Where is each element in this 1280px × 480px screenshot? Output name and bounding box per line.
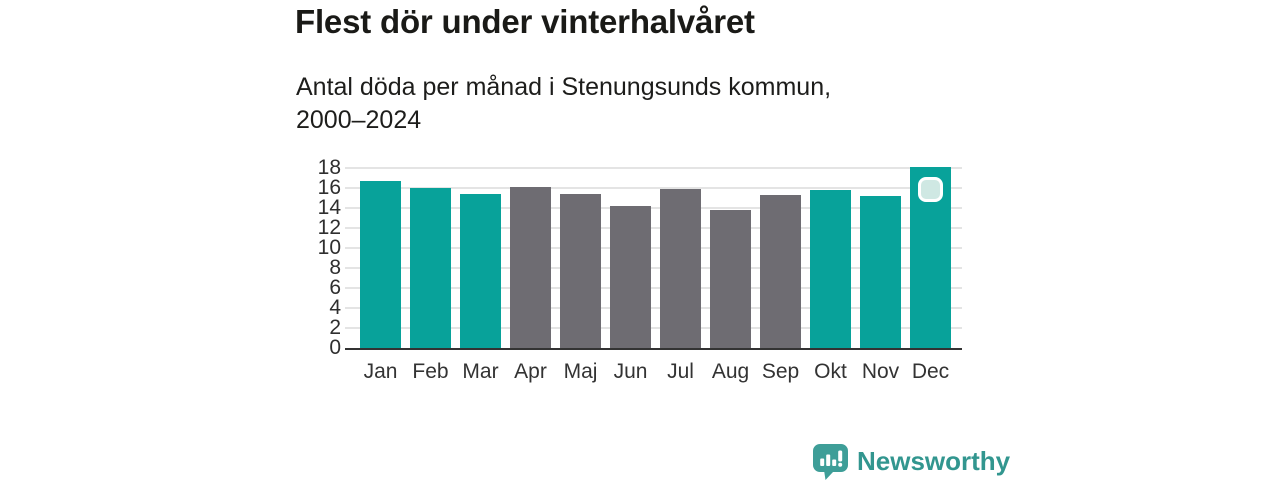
y-axis-tick-label: 6 <box>329 276 341 299</box>
bar-nov[interactable] <box>860 196 901 348</box>
y-axis-tick-label: 12 <box>317 216 341 239</box>
gridline <box>345 327 962 329</box>
x-axis-tick-label: Apr <box>514 360 547 383</box>
bar-jun[interactable] <box>610 206 651 348</box>
y-axis-tick-label: 8 <box>329 256 341 279</box>
bar-jan[interactable] <box>360 181 401 348</box>
gridline <box>345 167 962 169</box>
bar-mar[interactable] <box>460 194 501 348</box>
selection-marker[interactable] <box>918 177 943 202</box>
x-axis-tick-label: Sep <box>761 360 800 383</box>
x-axis-tick-label: Jun <box>613 360 648 383</box>
bar-jul[interactable] <box>660 189 701 348</box>
x-axis-tick-label: Mar <box>462 360 499 383</box>
y-axis-tick-label: 16 <box>317 176 341 199</box>
bar-okt[interactable] <box>810 190 851 348</box>
bar-maj[interactable] <box>560 194 601 348</box>
bar-sep[interactable] <box>760 195 801 348</box>
x-axis-tick-label: Feb <box>412 360 449 383</box>
bar-feb[interactable] <box>410 188 451 348</box>
x-axis-tick-label: Dec <box>911 360 950 383</box>
gridline <box>345 267 962 269</box>
newsworthy-logo-icon <box>813 444 848 480</box>
x-axis-tick-label: Maj <box>563 360 598 383</box>
gridline <box>345 187 962 189</box>
page-title: Flest dör under vinterhalvåret <box>295 3 755 40</box>
x-axis-tick-label: Nov <box>861 360 900 383</box>
gridline <box>345 287 962 289</box>
x-axis-line <box>345 347 962 350</box>
y-axis-tick-label: 10 <box>317 236 341 259</box>
x-axis-tick-label: Aug <box>711 360 750 383</box>
x-axis-tick-label: Okt <box>814 360 847 383</box>
chart-subtitle: Antal döda per månad i Stenungsunds komm… <box>296 73 832 134</box>
y-axis-tick-label: 18 <box>317 156 341 179</box>
gridline <box>345 247 962 249</box>
brand-name: Newsworthy <box>857 446 1011 476</box>
y-axis-tick-label: 4 <box>329 296 341 319</box>
y-axis-tick-label: 2 <box>329 316 341 339</box>
gridline <box>345 207 962 209</box>
y-axis-tick-label: 0 <box>329 336 341 359</box>
gridline <box>345 227 962 229</box>
bar-apr[interactable] <box>510 187 551 348</box>
gridline <box>345 307 962 309</box>
y-axis-tick-label: 14 <box>317 196 341 219</box>
newsworthy-brand-link[interactable]: Newsworthy <box>812 443 1010 480</box>
x-axis-tick-label: Jul <box>667 360 694 383</box>
bar-chart-plot-area: 0 2 4 6 8 10 12 14 16 18 Jan Feb Mar Apr Maj Jun Jul Aug S… <box>318 156 962 383</box>
bar-aug[interactable] <box>710 210 751 348</box>
x-axis-tick-label: Jan <box>363 360 398 383</box>
